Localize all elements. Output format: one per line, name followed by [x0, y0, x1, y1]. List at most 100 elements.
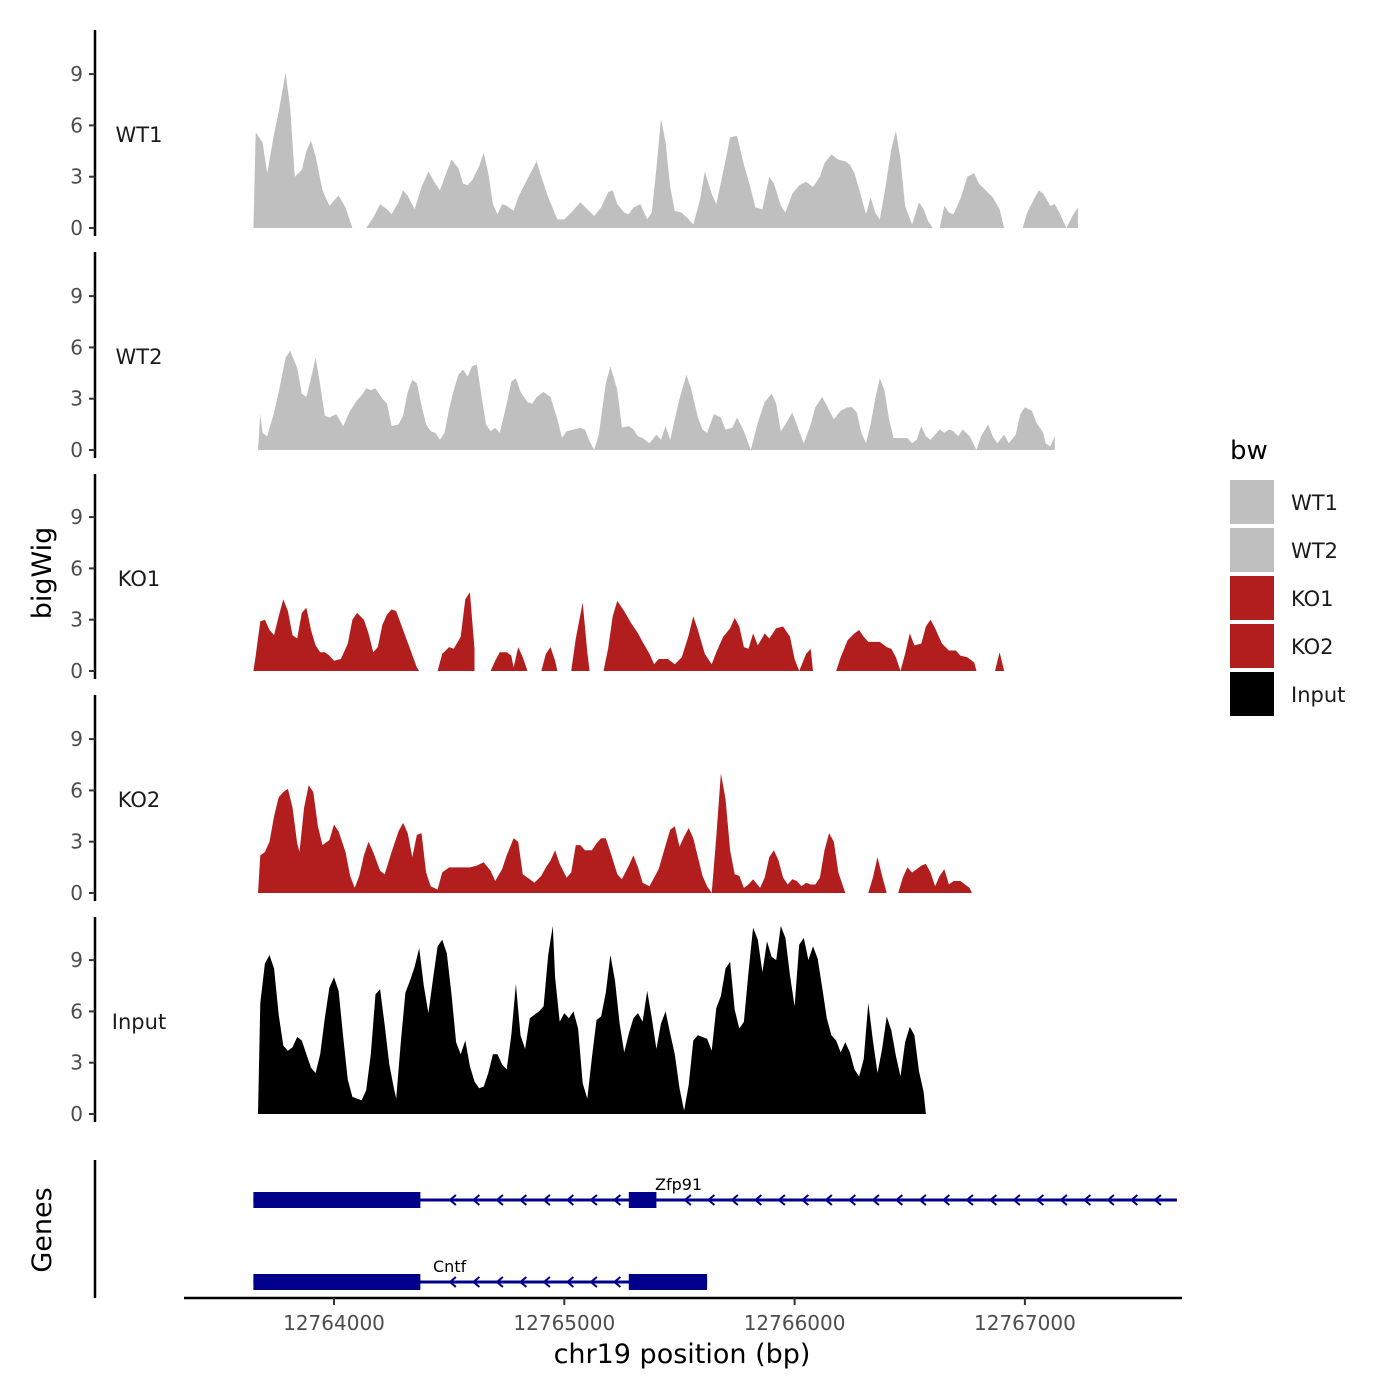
strand-arrow	[518, 1194, 528, 1206]
strand-arrow	[1153, 1194, 1162, 1206]
y-tick-label: 9	[70, 727, 83, 751]
area-ko2	[258, 773, 972, 893]
y-tick-label: 3	[70, 387, 83, 411]
track-wt1: 0 3 6 9 WT1	[70, 30, 1078, 240]
strand-arrow	[589, 1194, 598, 1206]
strand-arrow	[1106, 1194, 1115, 1206]
legend-title: bw	[1230, 436, 1268, 466]
track-ko1: 0 3 6 9 KO1	[70, 474, 1005, 683]
track-label-ko1: KO1	[118, 567, 161, 591]
bigwig-tracks: 0 3 6 9 WT1 0 3 6 9 WT2 0 3 6 9 KO1 0 3 6 9 KO2 0 3 6 9 Input	[70, 30, 1078, 1126]
area-ko1	[253, 592, 1005, 671]
track-ko2: 0 3 6 9 KO2	[70, 695, 972, 905]
gene-panel: Zfp91 Cntf	[93, 1160, 1177, 1298]
y-tick-label: 0	[70, 216, 83, 240]
legend-label-ko2: KO2	[1291, 635, 1334, 659]
x-tick-label: 12766000	[744, 1311, 846, 1335]
x-tick-label: 12765000	[513, 1311, 615, 1335]
area-wt2	[258, 350, 1055, 450]
track-input: 0 3 6 9 Input	[70, 917, 926, 1126]
track-label-wt1: WT1	[116, 123, 163, 147]
strand-arrow	[988, 1194, 998, 1206]
gene-cntf: Cntf	[253, 1257, 708, 1290]
strand-arrow	[730, 1194, 739, 1206]
y-tick-label: 6	[70, 556, 83, 580]
x-axis: 12764000 12765000 12766000 12767000	[184, 1296, 1182, 1335]
y-tick-label: 3	[70, 1051, 83, 1075]
gene-exon	[253, 1192, 421, 1208]
strand-arrow	[471, 1194, 481, 1206]
x-axis-title: chr19 position (bp)	[554, 1339, 811, 1370]
track-label-wt2: WT2	[116, 345, 163, 369]
y-tick-label: 6	[70, 335, 83, 359]
strand-arrow	[448, 1276, 457, 1288]
track-label-ko2: KO2	[118, 788, 161, 812]
y-tick-label: 0	[70, 659, 83, 683]
gene-panel-title: Genes	[27, 1187, 58, 1272]
y-tick-label: 6	[70, 999, 83, 1023]
strand-arrow	[847, 1194, 857, 1206]
legend-key-wt1	[1230, 480, 1274, 524]
strand-arrow	[1129, 1194, 1139, 1206]
strand-arrow	[941, 1194, 951, 1206]
gene-exon	[253, 1274, 421, 1290]
strand-arrow	[495, 1194, 504, 1206]
y-tick-label: 0	[70, 1102, 83, 1126]
strand-arrow	[753, 1194, 763, 1206]
track-label-input: Input	[112, 1010, 166, 1034]
y-tick-label: 9	[70, 62, 83, 86]
strand-arrow	[706, 1194, 716, 1206]
strand-arrow	[683, 1194, 692, 1206]
strand-arrow	[1012, 1194, 1021, 1206]
gene-label: Cntf	[433, 1257, 467, 1276]
strand-arrow	[965, 1194, 974, 1206]
strand-arrow	[1035, 1194, 1045, 1206]
y-tick-label: 3	[70, 830, 83, 854]
strand-arrow	[871, 1194, 880, 1206]
y-tick-label: 0	[70, 881, 83, 905]
strand-arrow	[448, 1194, 457, 1206]
legend: WT1 WT2 KO1 KO2 Input	[1230, 480, 1345, 716]
legend-key-wt2	[1230, 528, 1274, 572]
strand-arrow	[589, 1276, 598, 1288]
gene-zfp91: Zfp91	[253, 1175, 1177, 1208]
x-tick-label: 12767000	[974, 1311, 1076, 1335]
y-tick-label: 9	[70, 284, 83, 308]
legend-key-input	[1230, 672, 1274, 716]
strand-arrow	[612, 1194, 622, 1206]
strand-arrow	[495, 1276, 504, 1288]
y-tick-label: 3	[70, 165, 83, 189]
x-tick-label: 12764000	[283, 1311, 385, 1335]
y-tick-label: 9	[70, 948, 83, 972]
strand-arrow	[471, 1276, 481, 1288]
gene-exon	[628, 1274, 708, 1290]
strand-arrow	[542, 1194, 551, 1206]
gene-exon	[628, 1192, 657, 1208]
strand-arrow	[1059, 1194, 1068, 1206]
strand-arrow	[565, 1276, 575, 1288]
y-tick-label: 6	[70, 113, 83, 137]
y-tick-label: 9	[70, 505, 83, 529]
strand-arrow	[565, 1194, 575, 1206]
y-axis-title: bigWig	[27, 527, 58, 620]
legend-key-ko1	[1230, 576, 1274, 620]
strand-arrow	[800, 1194, 810, 1206]
gene-label: Zfp91	[655, 1175, 702, 1194]
legend-key-ko2	[1230, 624, 1274, 668]
strand-arrow	[918, 1194, 927, 1206]
y-tick-label: 0	[70, 438, 83, 462]
legend-label-ko1: KO1	[1291, 587, 1334, 611]
legend-label-wt1: WT1	[1291, 491, 1338, 515]
legend-label-wt2: WT2	[1291, 539, 1338, 563]
strand-arrow	[824, 1194, 833, 1206]
legend-label-input: Input	[1291, 683, 1345, 707]
strand-arrow	[542, 1276, 551, 1288]
area-wt1	[253, 72, 1078, 229]
track-wt2: 0 3 6 9 WT2	[70, 252, 1055, 462]
strand-arrow	[1082, 1194, 1092, 1206]
area-input	[258, 925, 926, 1114]
y-tick-label: 6	[70, 778, 83, 802]
strand-arrow	[518, 1276, 528, 1288]
strand-arrow	[777, 1194, 786, 1206]
